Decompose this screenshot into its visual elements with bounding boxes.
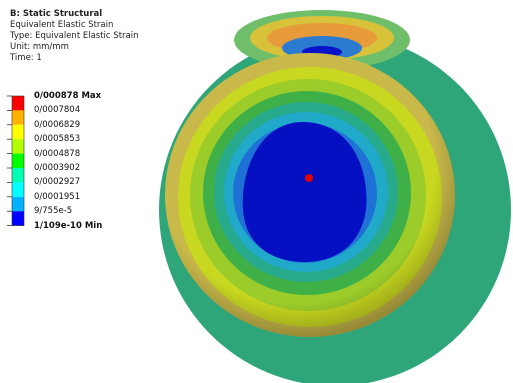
legend-label: 0/000878 Max	[34, 91, 101, 101]
legend-label: 0/0006829	[34, 120, 80, 130]
header-title: B: Static Structural	[10, 9, 102, 19]
legend-swatch	[12, 96, 24, 110]
legend-label: 9/755e-5	[34, 206, 72, 216]
legend-bar	[7, 96, 24, 226]
legend-label: 1/109e-10 Min	[34, 221, 102, 231]
legend-label: 0/0003902	[34, 163, 80, 173]
max-probe	[305, 174, 313, 182]
legend-label: 0/0005853	[34, 134, 80, 144]
legend-swatch	[12, 211, 24, 225]
legend-label: 0/0002927	[34, 177, 80, 187]
header-line: Unit: mm/mm	[10, 42, 69, 52]
legend-swatch	[12, 197, 24, 211]
legend-swatch	[12, 110, 24, 124]
viewport: B: Static Structural Equivalent Elastic …	[0, 0, 513, 383]
legend-label: 0/0007804	[34, 105, 80, 115]
header-line: Type: Equivalent Elastic Strain	[10, 31, 138, 41]
legend-label: 0/0004878	[34, 149, 80, 159]
legend-swatch	[12, 182, 24, 196]
legend-swatch	[12, 125, 24, 139]
legend-label: 0/0001951	[34, 192, 80, 202]
dome-shading	[165, 53, 455, 337]
legend-swatch	[12, 154, 24, 168]
legend-swatch	[12, 139, 24, 153]
header-line: Time: 1	[10, 53, 42, 63]
header-line: Equivalent Elastic Strain	[10, 20, 113, 30]
legend-swatch	[12, 168, 24, 182]
